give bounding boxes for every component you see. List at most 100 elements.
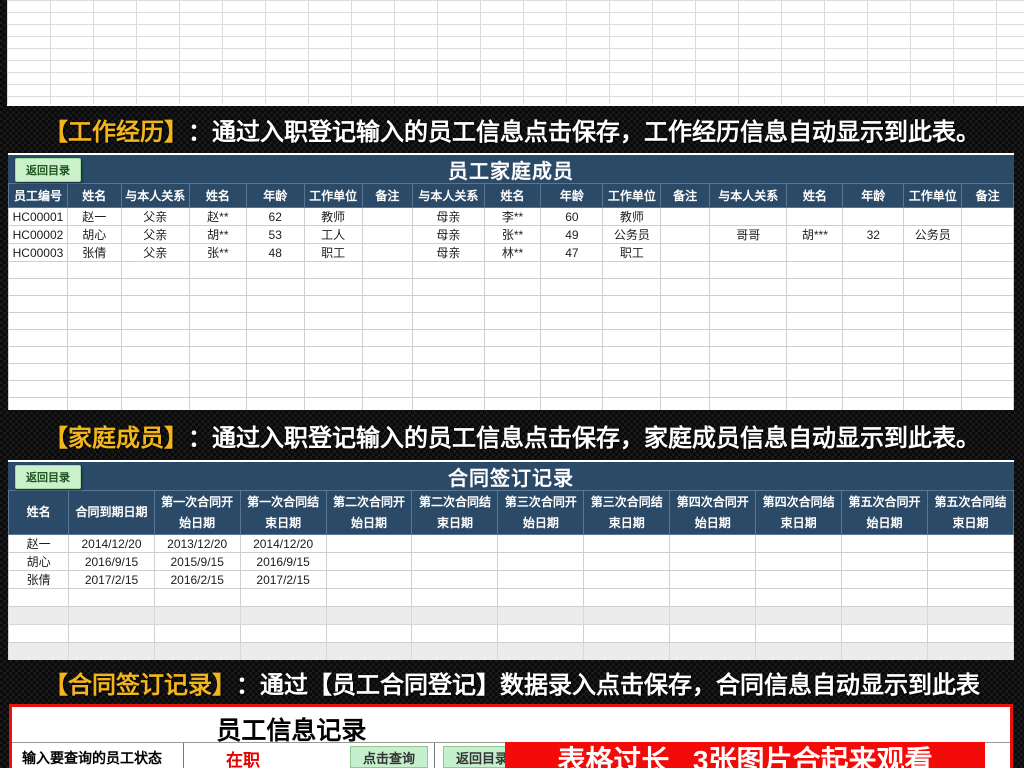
empty-row xyxy=(8,329,1014,347)
table-cell xyxy=(497,606,585,625)
table-cell: 胡心 xyxy=(8,552,70,571)
table-cell xyxy=(325,642,413,660)
table-cell xyxy=(120,329,190,347)
empty-row xyxy=(8,642,1014,660)
column-header: 第二次合同结束日期 xyxy=(411,490,499,535)
column-header: 姓名 xyxy=(188,183,247,208)
table-cell xyxy=(540,278,604,296)
table-cell: 60 xyxy=(540,207,604,226)
table-cell xyxy=(411,588,499,607)
table-cell: 2014/12/20 xyxy=(239,534,327,553)
table-cell xyxy=(602,397,662,410)
table-row: 张倩 2017/2/15 2016/2/15 2017/2/15 xyxy=(8,570,1014,589)
column-header: 年龄 xyxy=(540,183,604,208)
table-cell xyxy=(245,363,305,381)
table-cell xyxy=(842,380,905,398)
table-cell xyxy=(66,380,122,398)
panel-title-row: 员工信息记录 xyxy=(12,707,1010,745)
table-cell xyxy=(842,346,905,364)
table-cell xyxy=(412,363,485,381)
table-cell xyxy=(361,312,414,330)
table-cell xyxy=(120,278,190,296)
column-header: 与本人关系 xyxy=(708,183,788,208)
table-cell xyxy=(961,312,1014,330)
empty-spreadsheet-grid xyxy=(7,0,1024,106)
table-cell xyxy=(153,624,241,643)
query-button[interactable]: 点击查询 xyxy=(350,746,429,768)
back-to-directory-button[interactable]: 返回目录 xyxy=(15,158,81,182)
table-cell xyxy=(303,329,363,347)
table-cell xyxy=(708,207,788,226)
panel-title: 员工信息记录 xyxy=(216,717,367,745)
empty-row xyxy=(8,278,1014,296)
table-cell xyxy=(583,588,671,607)
table-cell xyxy=(361,278,414,296)
column-header: 备注 xyxy=(961,183,1014,208)
caption-contract-records: 【合同签订记录】 ：通过【员工合同登记】数据录入点击保存，合同信息自动显示到此表 xyxy=(0,660,1024,704)
table-cell: 父亲 xyxy=(120,243,190,262)
table-cell xyxy=(786,278,844,296)
table-cell: 林** xyxy=(483,243,542,262)
table-cell xyxy=(540,363,604,381)
table-cell: 张** xyxy=(483,225,542,244)
table-cell xyxy=(903,243,963,262)
table-cell xyxy=(483,312,542,330)
table-cell: 哥哥 xyxy=(708,225,788,244)
table-cell: 职工 xyxy=(602,243,662,262)
empty-row xyxy=(8,380,1014,398)
table-cell xyxy=(361,380,414,398)
table-cell xyxy=(66,312,122,330)
table-cell xyxy=(540,261,604,279)
table-cell xyxy=(669,588,757,607)
table-cell xyxy=(669,552,757,571)
table-cell: 48 xyxy=(245,243,305,262)
table-cell xyxy=(497,552,585,571)
divider xyxy=(434,743,436,768)
table-cell xyxy=(497,624,585,643)
caption-tag: 【工作经历】 xyxy=(44,119,188,146)
table-cell: 父亲 xyxy=(120,207,190,226)
table-cell xyxy=(708,329,788,347)
table-cell: 工人 xyxy=(303,225,363,244)
table-cell xyxy=(361,295,414,313)
table-cell: 母亲 xyxy=(412,225,485,244)
table-cell: 张** xyxy=(188,243,247,262)
table-cell xyxy=(583,606,671,625)
table-cell xyxy=(239,588,327,607)
table-cell xyxy=(669,534,757,553)
table-cell xyxy=(325,534,413,553)
table-cell xyxy=(903,380,963,398)
table-cell xyxy=(602,278,662,296)
table-cell xyxy=(483,363,542,381)
table-cell xyxy=(903,363,963,381)
caption-text: ：通过入职登记输入的员工信息点击保存，家庭成员信息自动显示到此表。 xyxy=(188,424,980,452)
table-cell xyxy=(927,606,1014,625)
table-cell xyxy=(120,397,190,410)
table-cell xyxy=(239,642,327,660)
table-cell: 胡*** xyxy=(786,225,844,244)
table-cell xyxy=(245,397,305,410)
table-cell xyxy=(120,312,190,330)
table-cell: 32 xyxy=(842,225,905,244)
table-cell xyxy=(483,295,542,313)
table-cell xyxy=(583,642,671,660)
table-cell xyxy=(188,312,247,330)
table-cell: 2017/2/15 xyxy=(68,570,155,589)
back-to-directory-button[interactable]: 返回目录 xyxy=(15,465,81,489)
status-input-value[interactable]: 在职 xyxy=(226,750,260,768)
empty-row xyxy=(8,606,1014,625)
table-cell xyxy=(583,624,671,643)
table-cell xyxy=(927,570,1014,589)
table-cell xyxy=(660,225,710,244)
table-cell xyxy=(239,606,327,625)
table-cell xyxy=(669,570,757,589)
table-cell xyxy=(245,346,305,364)
table-cell xyxy=(602,261,662,279)
empty-row xyxy=(8,588,1014,607)
table-cell xyxy=(8,346,68,364)
column-header: 第三次合同结束日期 xyxy=(583,490,671,535)
table-cell xyxy=(708,312,788,330)
table-cell xyxy=(8,624,70,643)
table-cell xyxy=(786,312,844,330)
table-cell xyxy=(188,346,247,364)
